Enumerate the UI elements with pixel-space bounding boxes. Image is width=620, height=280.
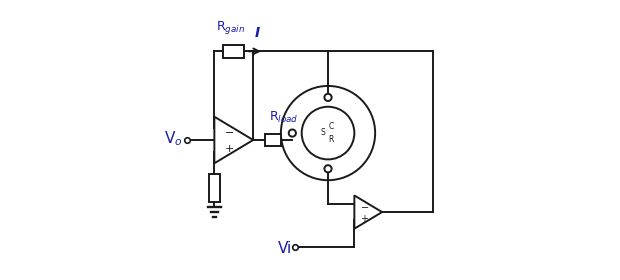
Text: $+$: $+$ (224, 143, 234, 154)
Circle shape (324, 94, 332, 101)
Text: $+$: $+$ (360, 213, 370, 224)
Text: R: R (328, 135, 334, 144)
Text: I: I (255, 26, 260, 40)
Bar (265, 134, 281, 146)
Text: V$_o$: V$_o$ (164, 129, 182, 148)
Text: C: C (328, 122, 334, 132)
Text: S: S (321, 128, 326, 137)
Text: Vi: Vi (278, 241, 292, 256)
Circle shape (289, 129, 296, 137)
Text: R$_{load}$: R$_{load}$ (269, 110, 299, 125)
Text: $-$: $-$ (224, 127, 234, 136)
Text: $-$: $-$ (360, 201, 370, 211)
Bar (223, 45, 244, 57)
Bar (209, 174, 219, 202)
Circle shape (324, 165, 332, 172)
Text: R$_{gain}$: R$_{gain}$ (216, 19, 246, 36)
